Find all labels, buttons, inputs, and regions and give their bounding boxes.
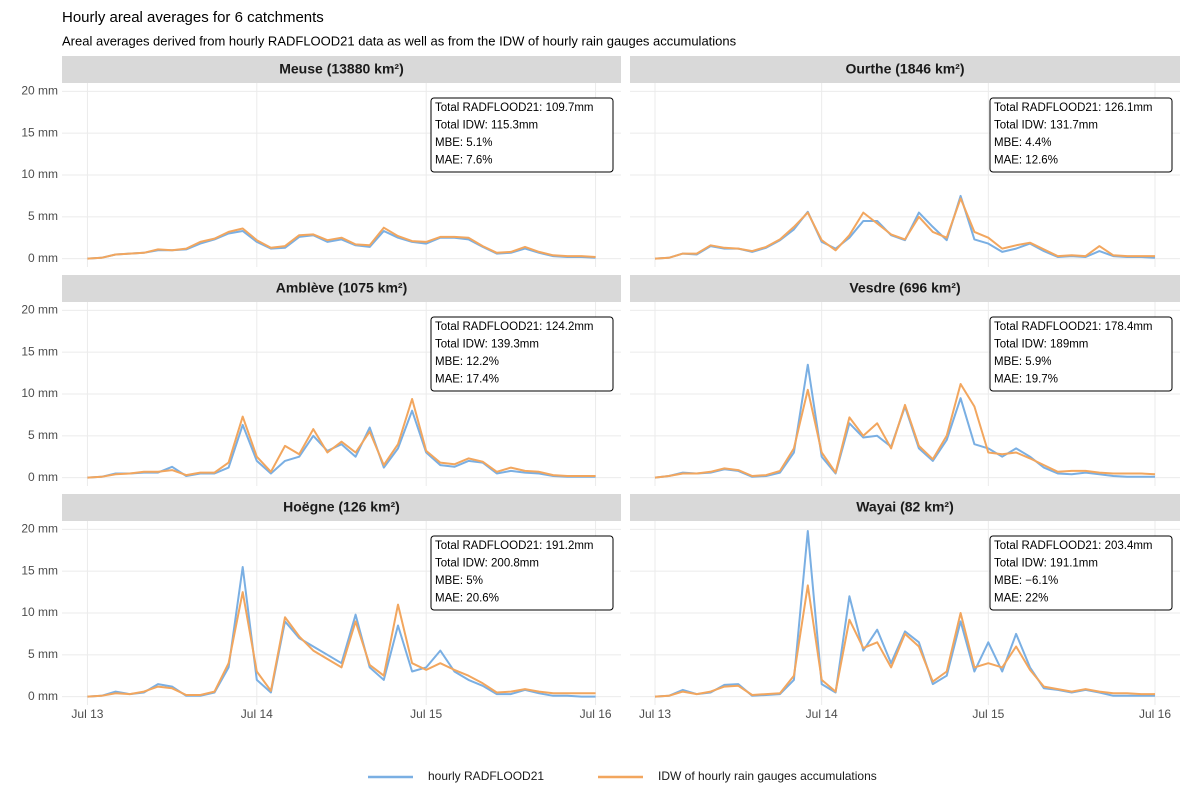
annotation-text: Total RADFLOOD21: 109.7mm <box>435 102 594 114</box>
annotation-text: Total RADFLOOD21: 203.4mm <box>994 540 1153 552</box>
strip <box>630 275 1180 302</box>
panel-title: Hoëgne (126 km²) <box>283 499 400 515</box>
legend-label: hourly RADFLOOD21 <box>428 769 544 783</box>
annotation-text: MBE: 5% <box>435 575 483 587</box>
series-line <box>654 584 1155 698</box>
y-tick-label: 5 mm <box>28 209 58 223</box>
y-tick-label: 20 mm <box>21 84 58 98</box>
x-tick-label: Jul 16 <box>580 707 612 721</box>
series-line <box>87 226 596 260</box>
annotation-box <box>430 97 614 173</box>
annotation-box <box>989 316 1173 392</box>
series-line <box>87 566 596 698</box>
y-tick-label: 10 mm <box>21 386 58 400</box>
annotation-text: MAE: 22% <box>994 593 1048 605</box>
y-tick-label: 20 mm <box>21 522 58 536</box>
annotation-text: MBE: −6.1% <box>994 575 1058 587</box>
x-tick-label: Jul 14 <box>806 707 838 721</box>
annotation-text: MBE: 5.9% <box>994 356 1052 368</box>
y-tick-label: 0 mm <box>28 470 58 484</box>
panel-title: Amblève (1075 km²) <box>276 280 408 296</box>
annotation-text: Total IDW: 191.1mm <box>994 558 1098 570</box>
y-tick-label: 15 mm <box>21 344 58 358</box>
chart-subtitle: Areal averages derived from hourly RADFL… <box>62 33 737 48</box>
x-tick-label: Jul 15 <box>410 707 442 721</box>
y-tick-label: 10 mm <box>21 605 58 619</box>
series-line <box>87 398 596 479</box>
annotation-text: Total IDW: 189mm <box>994 339 1088 351</box>
x-tick-label: Jul 16 <box>1139 707 1171 721</box>
y-tick-label: 15 mm <box>21 563 58 577</box>
x-tick-label: Jul 13 <box>639 707 671 721</box>
strip <box>62 275 621 302</box>
y-tick-label: 0 mm <box>28 689 58 703</box>
annotation-text: MBE: 5.1% <box>435 137 493 149</box>
x-tick-label: Jul 14 <box>241 707 273 721</box>
strip <box>630 494 1180 521</box>
series-line <box>87 409 596 479</box>
series-line <box>654 383 1156 479</box>
annotation-text: Total IDW: 131.7mm <box>994 120 1098 132</box>
annotation-box <box>989 97 1173 173</box>
annotation-text: MAE: 12.6% <box>994 155 1058 167</box>
annotation-text: MAE: 7.6% <box>435 155 493 167</box>
annotation-text: MBE: 12.2% <box>435 356 499 368</box>
annotation-text: Total IDW: 115.3mm <box>435 120 538 132</box>
x-tick-label: Jul 13 <box>71 707 103 721</box>
series-line <box>87 591 596 698</box>
annotation-text: MBE: 4.4% <box>994 137 1052 149</box>
strip <box>630 56 1180 83</box>
annotation-text: MAE: 19.7% <box>994 374 1058 386</box>
strip <box>62 494 621 521</box>
series-line <box>654 197 1155 260</box>
annotation-text: MAE: 17.4% <box>435 374 499 386</box>
panel-title: Ourthe (1846 km²) <box>845 61 964 77</box>
y-tick-label: 5 mm <box>28 647 58 661</box>
panel-title: Wayai (82 km²) <box>856 499 954 515</box>
annotation-text: Total RADFLOOD21: 124.2mm <box>435 321 594 333</box>
annotation-text: Total RADFLOOD21: 126.1mm <box>994 102 1153 114</box>
annotation-text: Total RADFLOOD21: 178.4mm <box>994 321 1153 333</box>
legend-label: IDW of hourly rain gauges accumulations <box>658 769 877 783</box>
chart-title: Hourly areal averages for 6 catchments <box>62 9 324 26</box>
annotation-text: Total IDW: 139.3mm <box>435 339 539 351</box>
y-tick-label: 20 mm <box>21 303 58 317</box>
series-line <box>87 230 596 260</box>
panel-title: Meuse (13880 km²) <box>279 61 404 77</box>
y-tick-label: 5 mm <box>28 428 58 442</box>
annotation-box <box>989 535 1173 611</box>
series-line <box>654 194 1156 260</box>
annotation-text: Total IDW: 200.8mm <box>435 558 539 570</box>
annotation-text: MAE: 20.6% <box>435 593 499 605</box>
annotation-box <box>430 316 614 392</box>
panel-title: Vesdre (696 km²) <box>849 280 960 296</box>
annotation-box <box>430 535 614 611</box>
annotation-text: Total RADFLOOD21: 191.2mm <box>435 540 594 552</box>
strip <box>62 56 621 83</box>
y-tick-label: 10 mm <box>21 167 58 181</box>
y-tick-label: 15 mm <box>21 125 58 139</box>
y-tick-label: 0 mm <box>28 251 58 265</box>
x-tick-label: Jul 15 <box>972 707 1004 721</box>
